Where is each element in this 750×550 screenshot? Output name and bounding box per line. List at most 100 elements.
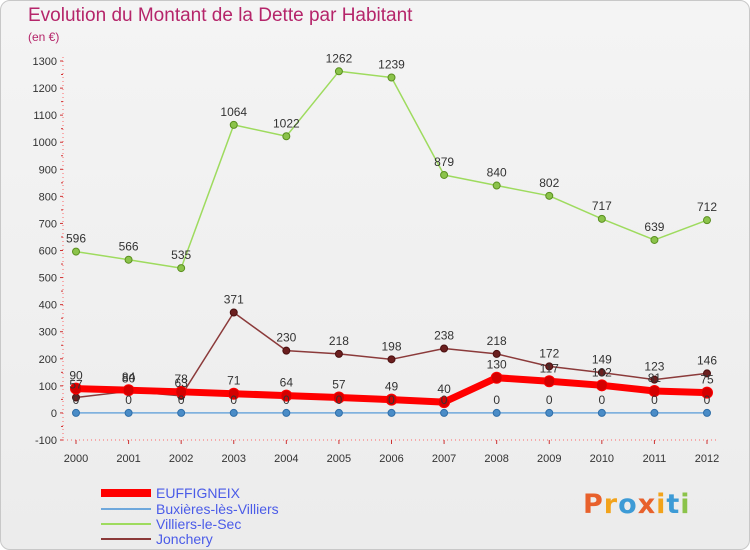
x-tick-label: 2008: [484, 453, 508, 465]
data-point: [72, 247, 80, 256]
data-label: 40: [437, 382, 451, 396]
y-tick-label: -100: [35, 435, 57, 447]
data-point: [648, 385, 661, 398]
chart-title: Evolution du Montant de la Dette par Hab…: [28, 5, 413, 26]
x-tick-label: 2003: [222, 453, 246, 465]
logo-letter: o: [618, 489, 638, 520]
data-point: [545, 362, 554, 371]
legend-label: Buxières-lès-Villiers: [156, 501, 279, 517]
data-label: 49: [385, 380, 399, 394]
data-label: 172: [539, 346, 559, 360]
data-point: [595, 379, 608, 392]
data-label: 102: [592, 365, 612, 379]
x-tick-label: 2001: [116, 453, 140, 465]
legend-swatch: [101, 538, 151, 540]
data-label: 238: [434, 328, 454, 342]
data-label: 84: [122, 370, 136, 384]
data-point: [229, 120, 238, 129]
data-point: [703, 216, 711, 225]
data-point: [543, 375, 556, 388]
data-point: [440, 408, 449, 417]
data-point: [122, 384, 135, 397]
data-label: 123: [644, 360, 664, 374]
data-point: [124, 408, 133, 417]
data-label: 63: [174, 376, 188, 390]
data-label: 1064: [220, 105, 247, 119]
data-label: 57: [332, 377, 346, 391]
data-point: [597, 408, 606, 417]
data-point: [282, 346, 291, 355]
data-point: [177, 408, 186, 417]
data-label: 840: [487, 166, 507, 180]
y-tick-label: 1000: [33, 137, 57, 149]
data-label: 566: [119, 240, 139, 254]
data-label: 71: [227, 374, 241, 388]
data-point: [282, 408, 291, 417]
legend-label: Jonchery: [156, 531, 213, 547]
data-label: 717: [592, 199, 612, 213]
data-label: 80: [122, 371, 136, 385]
data-label: 0: [283, 393, 290, 407]
series-line-2: [75, 70, 708, 269]
data-point: [597, 368, 606, 377]
y-tick-label: 1100: [33, 110, 57, 122]
x-tick-label: 2004: [274, 453, 298, 465]
data-label: 1239: [378, 58, 405, 72]
chart-unit-label: (en €): [28, 30, 60, 44]
y-tick-label: 600: [39, 246, 57, 258]
legend-label: Villiers-le-Sec: [156, 516, 242, 532]
data-point: [492, 408, 501, 417]
data-label: 230: [276, 331, 296, 345]
legend-swatch: [101, 489, 151, 497]
data-label: 218: [329, 334, 349, 348]
data-label: 0: [230, 393, 237, 407]
data-point: [650, 235, 659, 244]
x-tick-label: 2009: [537, 453, 561, 465]
legend-label: EUFFIGNEIX: [156, 485, 241, 501]
data-label: 802: [539, 176, 559, 190]
x-tick-label: 2007: [432, 453, 456, 465]
data-point: [387, 355, 396, 364]
y-tick-label: 800: [39, 191, 57, 203]
logo-letter: x: [637, 489, 657, 520]
data-label: 90: [69, 369, 83, 383]
data-label: 0: [73, 393, 80, 407]
logo-letter: t: [666, 489, 681, 520]
data-point: [72, 408, 80, 417]
data-label: 146: [697, 353, 717, 367]
data-point: [440, 344, 449, 353]
x-tick-label: 2005: [327, 453, 351, 465]
data-point: [70, 382, 82, 395]
data-point: [703, 369, 711, 378]
data-point: [124, 255, 133, 264]
logo-letter: i: [656, 489, 667, 520]
data-point: [227, 387, 240, 400]
data-point: [334, 349, 343, 358]
data-point: [545, 191, 554, 200]
data-label: 596: [66, 232, 86, 246]
data-label: 64: [280, 376, 294, 390]
data-label: 117: [540, 361, 559, 375]
data-label: 1022: [273, 116, 300, 130]
data-label: 0: [336, 393, 343, 407]
data-label: 198: [381, 339, 401, 353]
data-point: [703, 408, 711, 417]
y-tick-label: 900: [39, 164, 57, 176]
y-tick-label: 0: [51, 408, 57, 420]
x-tick-label: 2012: [695, 453, 719, 465]
x-tick-label: 2000: [64, 453, 88, 465]
y-tick-label: 100: [39, 381, 57, 393]
data-label: 879: [434, 155, 454, 169]
y-tick-label: 1200: [33, 83, 57, 95]
y-tick-label: 500: [39, 273, 57, 285]
data-label: 0: [493, 393, 500, 407]
data-label: 0: [178, 393, 185, 407]
data-point: [597, 214, 606, 223]
data-point: [280, 389, 293, 402]
legend-swatch: [101, 508, 151, 510]
data-label: 712: [697, 200, 717, 214]
y-tick-label: 700: [39, 218, 57, 230]
data-label: 1262: [326, 51, 353, 65]
data-label: 57: [69, 377, 83, 391]
